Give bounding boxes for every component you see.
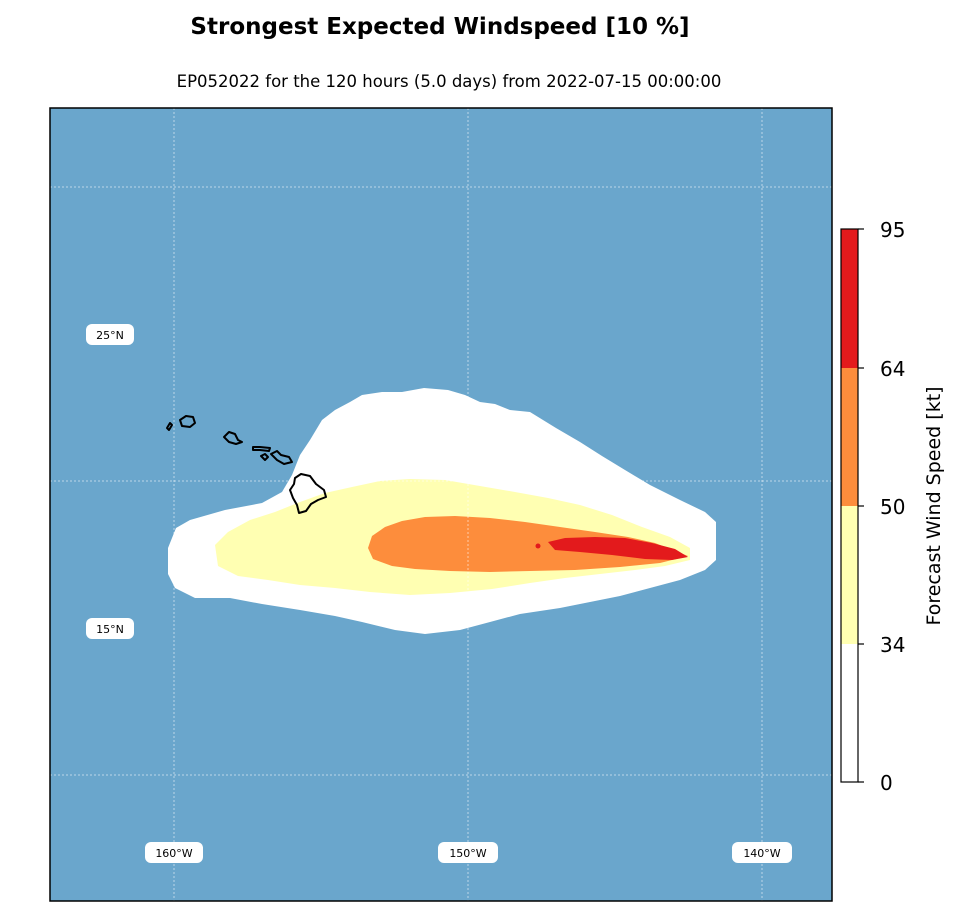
colorbar-bin-50-64: [841, 368, 858, 506]
lon-labels: 160°W 150°W 140°W: [145, 842, 792, 863]
lon-label-150w: 150°W: [449, 847, 486, 860]
lat-labels: 25°N 15°N: [86, 324, 134, 639]
island-molokai: [252, 446, 271, 452]
map-frame: [49, 107, 833, 902]
lon-label-160w: 160°W: [155, 847, 192, 860]
colorbar-tick-95: 95: [880, 218, 905, 242]
island-kauai: [179, 415, 196, 428]
colorbar-tick-34: 34: [880, 633, 905, 657]
colorbar-tick-0: 0: [880, 771, 893, 795]
lat-label-25n: 25°N: [96, 329, 124, 342]
graticule: [50, 108, 832, 901]
colorbar: 95 64 50 34 0 Forecast Wind Speed [kt]: [840, 218, 945, 795]
colorbar-label: Forecast Wind Speed [kt]: [923, 386, 945, 625]
colorbar-bin-0-34: [841, 644, 858, 782]
colorbar-bin-34-50: [841, 506, 858, 644]
wind-swath-64-95kt: [548, 537, 688, 560]
island-oahu: [223, 431, 243, 445]
wind-spot-64-95kt: [535, 543, 541, 549]
island-lanai: [260, 453, 269, 461]
colorbar-tick-50: 50: [880, 495, 905, 519]
chart-subtitle: EP052022 for the 120 hours (5.0 days) fr…: [176, 72, 722, 91]
colorbar-ticks: [858, 228, 864, 783]
colorbar-tick-64: 64: [880, 357, 905, 381]
colorbar-bin-64-95: [841, 229, 858, 368]
lon-label-140w: 140°W: [743, 847, 780, 860]
island-hawaii: [289, 473, 327, 514]
lat-label-15n: 15°N: [96, 623, 124, 636]
island-niihau: [166, 422, 173, 431]
chart-title: Strongest Expected Windspeed [10 %]: [190, 14, 690, 40]
island-maui: [270, 450, 293, 465]
wind-swath-50-64kt: [368, 516, 688, 572]
hawaiian-islands: [166, 415, 327, 514]
